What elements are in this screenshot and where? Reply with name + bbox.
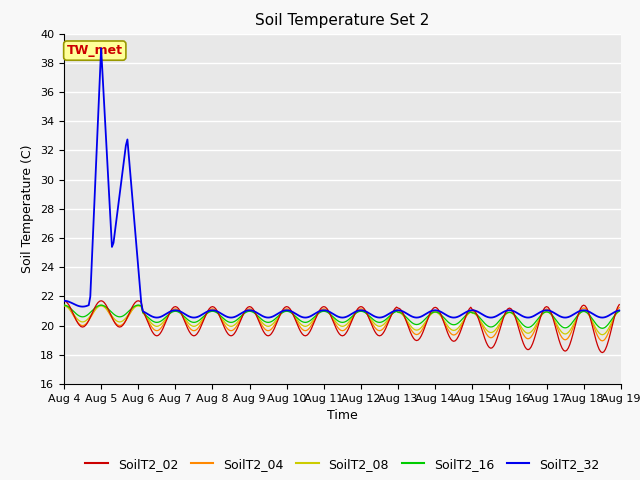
Legend: SoilT2_02, SoilT2_04, SoilT2_08, SoilT2_16, SoilT2_32: SoilT2_02, SoilT2_04, SoilT2_08, SoilT2_…	[80, 453, 605, 476]
Title: Soil Temperature Set 2: Soil Temperature Set 2	[255, 13, 429, 28]
X-axis label: Time: Time	[327, 409, 358, 422]
Text: TW_met: TW_met	[67, 44, 123, 57]
Y-axis label: Soil Temperature (C): Soil Temperature (C)	[22, 144, 35, 273]
